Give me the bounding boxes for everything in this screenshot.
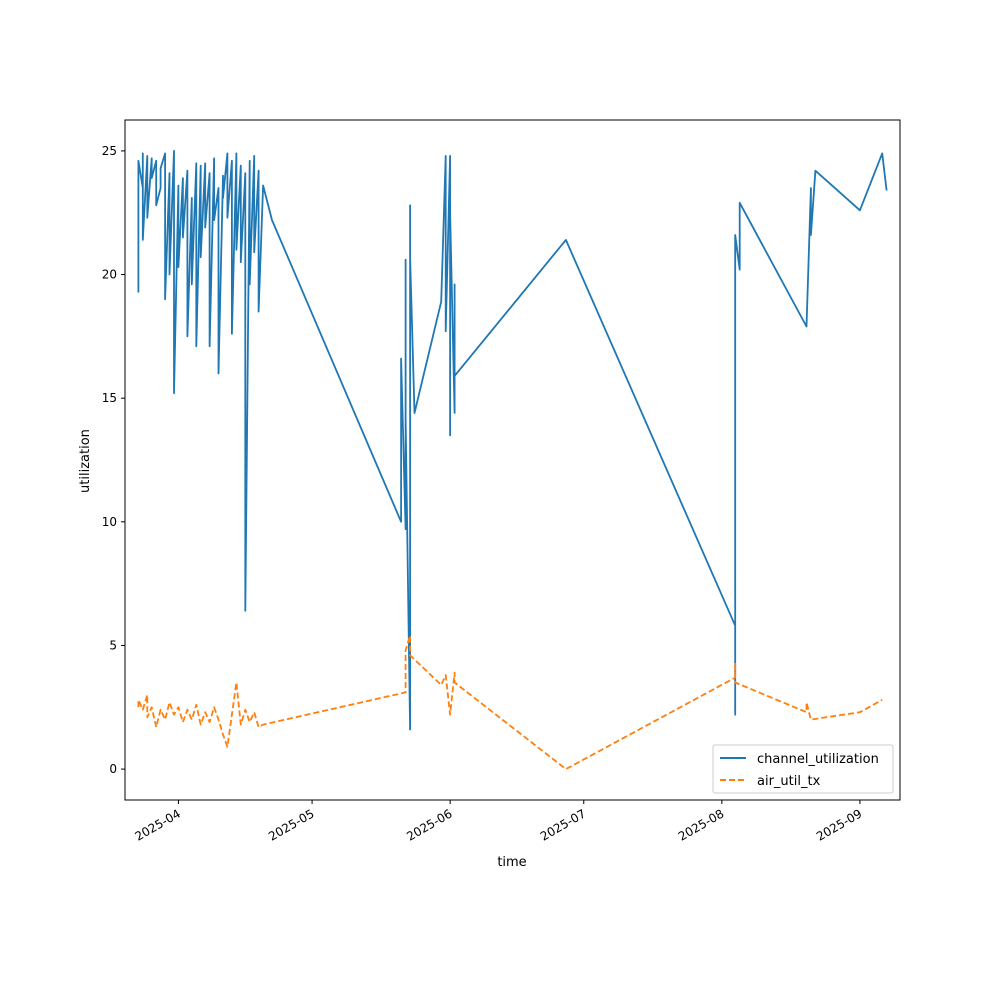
y-tick-label: 25 — [102, 144, 117, 158]
x-axis-label: time — [497, 855, 526, 870]
legend-label-channel-utilization: channel_utilization — [757, 752, 879, 767]
legend-box — [712, 744, 894, 794]
y-axis-ticks: 0 5 10 15 20 25 — [102, 144, 125, 776]
legend: channel_utilization air_util_tx — [712, 744, 894, 794]
y-tick-label: 0 — [109, 762, 117, 776]
plot-frame — [124, 119, 901, 801]
series-layer — [137, 149, 888, 770]
y-tick-label: 15 — [102, 391, 117, 405]
y-tick-label: 10 — [102, 515, 117, 529]
series-line-channel-utilization — [137, 149, 888, 731]
y-tick-label: 20 — [102, 268, 117, 282]
y-tick-label: 5 — [109, 638, 117, 652]
y-axis-label: utilization — [78, 429, 93, 493]
legend-label-air-util-tx: air_util_tx — [757, 774, 821, 789]
